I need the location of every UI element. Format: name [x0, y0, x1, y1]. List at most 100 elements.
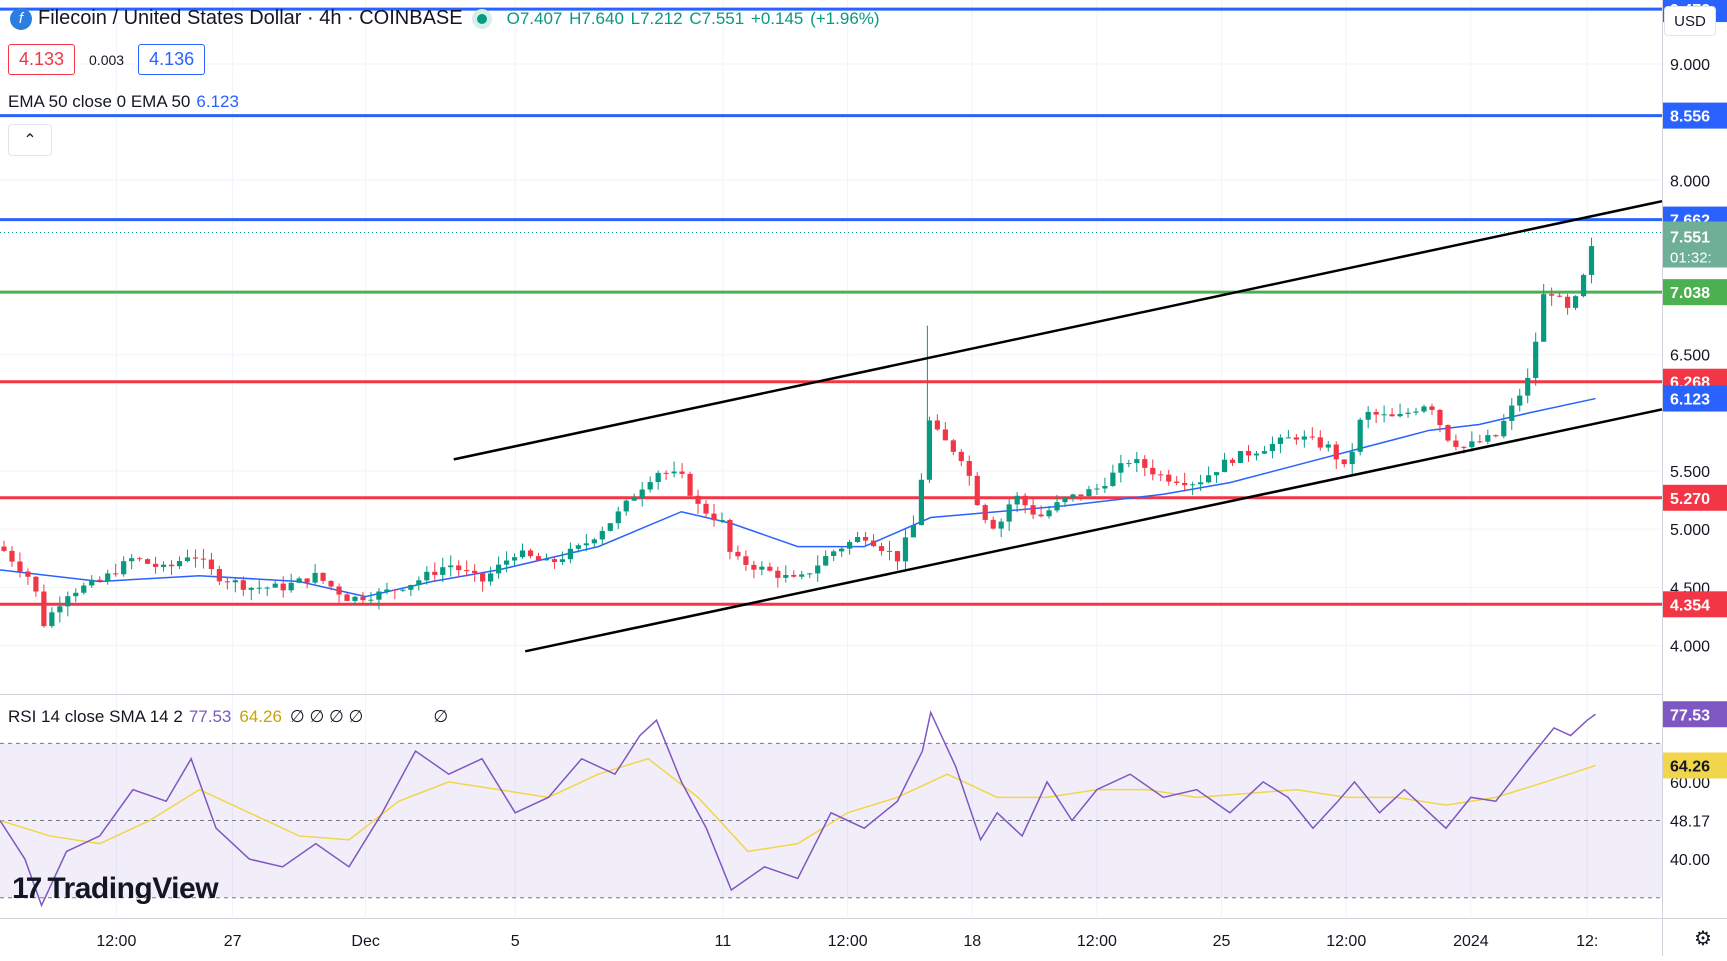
candle [376, 591, 382, 600]
candle [687, 473, 693, 496]
rsi-legend[interactable]: RSI 14 close SMA 14 2 77.53 64.26 ∅ ∅ ∅ ∅ ∅ [8, 707, 448, 727]
channel-line-lower [524, 408, 1663, 653]
candle [823, 556, 829, 566]
candle [1365, 411, 1371, 420]
candle [1253, 453, 1260, 456]
price-tick-label: 5.000 [1670, 522, 1710, 539]
ema-badge: 6.123 [1670, 392, 1710, 409]
sell-button[interactable]: 4.133 [8, 44, 76, 75]
candle [982, 505, 988, 520]
candle [1110, 472, 1116, 486]
price-tick-label: 9.000 [1670, 57, 1710, 74]
symbol-header[interactable]: f Filecoin / United States Dollar · 4h ·… [10, 7, 880, 30]
candle [208, 559, 215, 570]
candle [1533, 341, 1539, 378]
candle [783, 574, 789, 578]
candle [97, 579, 103, 582]
candle [1229, 459, 1236, 463]
candle [1429, 406, 1435, 410]
rsi-sma-legend-value: 64.26 [239, 707, 282, 726]
collapse-legend-button[interactable]: ⌃ [8, 124, 52, 156]
ema-legend[interactable]: EMA 50 close 0 EMA 50 6.123 [8, 92, 239, 112]
candle [1557, 295, 1563, 297]
candle [1134, 459, 1140, 464]
candle [1413, 411, 1419, 413]
candle [216, 569, 222, 582]
candle [639, 489, 645, 498]
time-tick-label: 27 [224, 933, 242, 950]
candle [264, 587, 270, 589]
candle [256, 587, 262, 589]
candle [168, 564, 175, 567]
candle [1501, 420, 1507, 437]
candle [1198, 482, 1204, 485]
candle [1030, 505, 1036, 515]
candle [456, 565, 462, 571]
candle [671, 471, 677, 474]
gear-icon[interactable]: ⚙ [1694, 928, 1712, 950]
candle [272, 583, 278, 588]
candle [472, 570, 478, 574]
candle [320, 572, 326, 581]
candle [958, 451, 964, 462]
candle [695, 495, 701, 504]
candle [1445, 425, 1451, 441]
candle [847, 542, 853, 549]
candle [1166, 474, 1172, 482]
candle [400, 589, 406, 591]
market-status-icon [476, 13, 487, 24]
candle [105, 573, 111, 582]
candle [304, 578, 310, 583]
tradingview-logo[interactable]: 17 TradingView [12, 872, 219, 906]
chevron-up-icon: ⌃ [23, 132, 37, 149]
candle [503, 560, 510, 565]
candle [703, 503, 709, 514]
candle [1405, 412, 1411, 414]
candle [121, 561, 127, 575]
candle [1126, 463, 1132, 465]
level-badge-7.038: 7.038 [1670, 285, 1710, 302]
last-price-badge-countdown: 01:32: [1670, 249, 1712, 266]
time-tick-label: 18 [963, 933, 981, 950]
currency-button[interactable]: USD [1664, 6, 1716, 36]
candle [974, 475, 980, 506]
candle [1381, 414, 1387, 416]
symbol-title[interactable]: Filecoin / United States Dollar · 4h · C… [38, 7, 463, 29]
candle [831, 551, 837, 557]
rsi-tick-label: 40.00 [1670, 852, 1710, 869]
candle [591, 539, 597, 544]
candle [567, 548, 573, 560]
candle [1102, 485, 1108, 489]
candle [839, 548, 845, 552]
candle [41, 591, 47, 627]
candle [81, 585, 87, 593]
candle [9, 550, 15, 562]
candle [1357, 419, 1363, 452]
candle [575, 545, 581, 549]
candle [910, 525, 917, 538]
candle [232, 580, 238, 583]
candle [1150, 467, 1156, 475]
buy-button[interactable]: 4.136 [138, 44, 206, 75]
level-badge-7.038-bg [1663, 279, 1727, 306]
candle [1022, 495, 1028, 506]
ema-legend-value: 6.123 [196, 92, 239, 111]
price-tick-label: 8.000 [1670, 173, 1710, 190]
candle [1437, 409, 1443, 426]
candle [607, 523, 613, 531]
candle [1062, 497, 1068, 503]
candle [1277, 437, 1284, 444]
rsi-mid-label: 48.17 [1670, 814, 1710, 831]
candle [1301, 436, 1307, 440]
candle [288, 582, 294, 591]
candle [631, 497, 637, 501]
time-tick-label: 12:00 [96, 933, 136, 950]
candle [1397, 413, 1403, 417]
candle [160, 564, 167, 567]
candle [775, 570, 781, 578]
candle [1174, 481, 1180, 483]
time-tick-label: Dec [351, 933, 379, 950]
candle [535, 556, 542, 561]
candle [950, 440, 956, 452]
